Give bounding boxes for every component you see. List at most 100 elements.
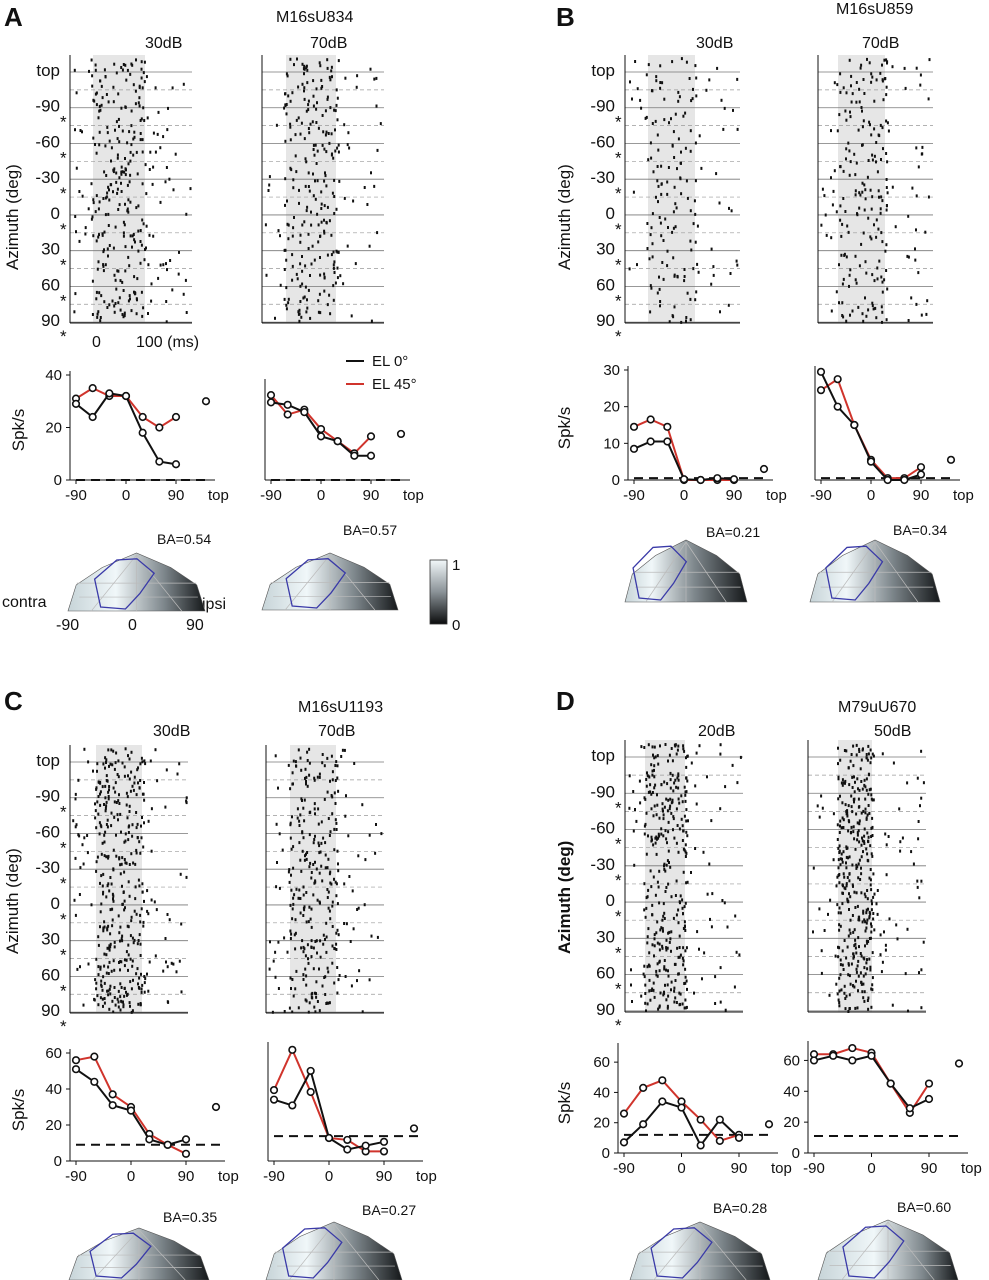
- spike: [125, 950, 128, 954]
- spike: [303, 295, 306, 299]
- spike: [307, 1010, 310, 1014]
- spike: [99, 965, 102, 969]
- spike: [841, 783, 844, 787]
- spike: [300, 946, 303, 950]
- spike: [689, 129, 692, 133]
- spike: [345, 794, 347, 798]
- spike: [706, 775, 708, 779]
- spike: [863, 918, 866, 922]
- spike: [139, 920, 142, 924]
- spike: [852, 744, 855, 748]
- spike: [885, 318, 888, 322]
- spike: [848, 855, 851, 859]
- grid-line: [699, 1223, 747, 1280]
- spike: [128, 863, 131, 866]
- spike: [907, 319, 910, 322]
- spike: [328, 219, 331, 223]
- spike: [297, 748, 300, 752]
- spike: [108, 139, 111, 143]
- spike: [96, 800, 99, 804]
- spike: [290, 932, 293, 936]
- spike: [657, 148, 660, 152]
- spike: [323, 179, 326, 183]
- spike: [841, 314, 844, 317]
- spike: [906, 254, 909, 258]
- spike: [110, 146, 113, 150]
- spike: [682, 959, 685, 963]
- spike: [869, 844, 872, 848]
- top-data-point: [201, 397, 211, 406]
- spike: [654, 836, 657, 840]
- spike: [863, 183, 866, 187]
- spike: [863, 92, 866, 95]
- top-data-point: [954, 1059, 964, 1068]
- spike: [916, 885, 919, 889]
- spike: [75, 166, 78, 170]
- spike: [304, 967, 307, 971]
- spike: [662, 929, 664, 933]
- data-point: [300, 408, 309, 417]
- spike: [656, 793, 658, 797]
- spike: [354, 262, 357, 266]
- spike: [300, 768, 303, 772]
- spike: [119, 995, 122, 999]
- spike: [863, 783, 866, 787]
- spike: [861, 787, 864, 791]
- spike: [147, 263, 150, 267]
- spike: [700, 166, 703, 170]
- spike: [853, 928, 856, 932]
- spike: [869, 123, 871, 127]
- spike: [120, 181, 122, 185]
- spike: [677, 921, 680, 925]
- spike: [110, 882, 113, 886]
- spike: [646, 935, 649, 939]
- spike: [145, 192, 148, 196]
- spike: [864, 811, 867, 815]
- spike: [645, 852, 648, 856]
- time-tick-100: 100 (ms): [136, 334, 199, 351]
- spike: [329, 870, 332, 874]
- spike: [139, 138, 142, 142]
- ytick-label: 10: [603, 435, 620, 452]
- spike: [685, 319, 687, 323]
- spike: [330, 754, 333, 758]
- spike: [926, 299, 929, 303]
- spike: [303, 858, 306, 862]
- spike: [180, 990, 183, 994]
- spike: [723, 106, 726, 110]
- spike: [289, 125, 292, 129]
- spike: [869, 748, 872, 752]
- spike: [318, 851, 321, 855]
- spike: [869, 965, 872, 969]
- spike: [139, 779, 142, 782]
- spike: [646, 222, 649, 225]
- spike: [98, 291, 101, 295]
- spike: [130, 124, 133, 128]
- spike: [103, 230, 106, 234]
- unit-ids: M16sU834 M16sU859 M16sU1193 M79uU670: [276, 1, 916, 716]
- spike: [835, 982, 838, 986]
- spike: [925, 312, 928, 316]
- raster-star: *: [615, 113, 622, 132]
- raster-star: *: [60, 838, 67, 857]
- spike: [106, 247, 109, 251]
- spike: [308, 189, 311, 193]
- spike: [128, 264, 131, 268]
- spike: [324, 109, 327, 113]
- spike: [862, 956, 865, 960]
- data-point: [283, 400, 292, 409]
- spike: [308, 905, 311, 909]
- spike: [315, 162, 318, 165]
- spike: [869, 761, 872, 765]
- spike: [112, 190, 114, 194]
- spike: [849, 831, 852, 835]
- spike: [325, 921, 328, 925]
- spike: [684, 975, 687, 979]
- hemifield-map-5: [265, 1221, 403, 1280]
- data-point: [105, 389, 114, 398]
- spike: [664, 743, 667, 746]
- spike: [91, 215, 94, 219]
- spike: [685, 808, 688, 812]
- tuning-ylabel: Spk/s: [555, 1082, 574, 1125]
